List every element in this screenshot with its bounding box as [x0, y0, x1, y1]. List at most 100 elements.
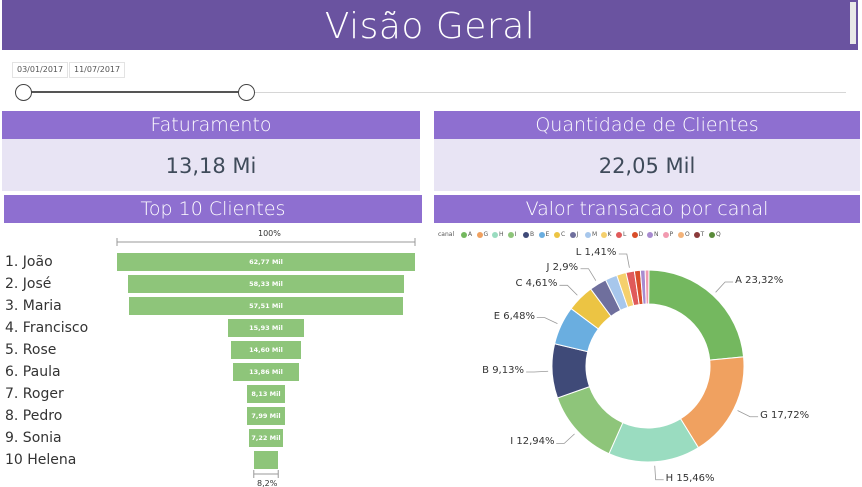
funnel-client-label: 3. Maria	[5, 298, 62, 314]
donut-slice-p[interactable]	[644, 269, 650, 305]
funnel-client-label: 2. José	[5, 276, 52, 292]
scrollbar-thumb[interactable]	[850, 2, 856, 44]
legend-item[interactable]: O	[678, 230, 690, 239]
legend-item[interactable]: B	[523, 230, 534, 239]
legend-color-dot	[662, 231, 669, 238]
funnel-bar[interactable]	[253, 451, 279, 469]
end-date-field[interactable]: 11/07/2017	[69, 62, 126, 78]
faturamento-value: 13,18 Mi	[2, 139, 420, 191]
funnel-client-label: 9. Sonia	[5, 430, 62, 446]
donut-leader-line	[618, 253, 630, 268]
donut-leader-line	[559, 284, 578, 296]
legend-item[interactable]: I	[507, 230, 516, 239]
donut-label-i: I 12,94%	[510, 436, 555, 448]
legend-color-dot	[631, 231, 638, 238]
donut-leader-line	[556, 433, 575, 444]
date-slider-start-handle[interactable]	[15, 84, 32, 101]
donut-leader-line	[536, 317, 558, 324]
legend-color-dot	[600, 231, 607, 238]
donut-label-a: A 23,32%	[735, 275, 784, 287]
legend-label: K	[607, 231, 612, 238]
faturamento-header: Faturamento	[2, 111, 420, 139]
legend-color-dot	[616, 231, 622, 238]
legend-label: B	[530, 231, 535, 238]
funnel-client-label: 8. Pedro	[5, 408, 63, 424]
start-date-field[interactable]: 03/01/2017	[12, 62, 69, 78]
donut-slice-a[interactable]	[648, 269, 745, 361]
donut-leader-line	[737, 410, 759, 418]
legend-item[interactable]: M	[585, 230, 597, 239]
date-slider-range	[24, 91, 246, 93]
funnel-bar[interactable]: 62,77 Mil	[117, 253, 415, 271]
legend-color-dot	[523, 231, 529, 238]
date-slider-track[interactable]	[20, 92, 846, 93]
legend-label: G	[483, 231, 489, 238]
funnel-bar[interactable]: 57,51 Mil	[129, 297, 403, 315]
legend-label: E	[545, 231, 550, 238]
funnel-bar[interactable]: 14,60 Mil	[231, 341, 301, 359]
funnel-bar[interactable]: 13,86 Mil	[233, 363, 299, 381]
legend-color-dot	[693, 231, 700, 238]
legend-item[interactable]: J	[569, 230, 579, 239]
funnel-bar[interactable]: 7,22 Mil	[248, 429, 284, 447]
donut-label-h: H 15,46%	[665, 472, 715, 484]
legend-item[interactable]: N	[647, 230, 659, 239]
legend-color-dot	[678, 231, 684, 238]
clientes-header: Quantidade de Clientes	[434, 111, 860, 139]
funnel-top-percent: 100%	[258, 229, 281, 238]
donut-slice-i[interactable]	[556, 386, 624, 455]
legend-item[interactable]: P	[662, 230, 674, 239]
title-bar: Visão Geral	[2, 0, 858, 50]
legend-item[interactable]: T	[693, 230, 705, 239]
legend-item[interactable]: G	[476, 230, 489, 239]
donut-leader-line	[654, 465, 664, 481]
page-title: Visão Geral	[324, 6, 536, 47]
funnel-bar[interactable]: 58,33 Mil	[127, 275, 405, 293]
donut-leader-line	[715, 281, 734, 293]
legend-item[interactable]: A	[461, 230, 472, 239]
funnel-client-label: 7. Roger	[5, 386, 64, 402]
clientes-value: 22,05 Mil	[434, 139, 860, 191]
donut-slice-h[interactable]	[608, 418, 700, 463]
legend-item[interactable]: H	[492, 230, 504, 239]
funnel-bottom-percent: 8,2%	[257, 479, 278, 487]
legend-label: D	[638, 231, 644, 238]
legend-label: N	[654, 231, 659, 238]
legend-color-dot	[709, 231, 715, 238]
legend-color-dot	[569, 231, 576, 238]
legend-color-dot	[538, 231, 545, 238]
legend-item[interactable]: K	[600, 230, 612, 239]
legend-label: A	[468, 231, 473, 238]
date-slider-end-handle[interactable]	[238, 84, 255, 101]
funnel-client-label: 1. João	[5, 254, 53, 270]
legend-label: O	[685, 231, 690, 238]
legend-label: M	[592, 231, 598, 238]
legend-item[interactable]: Q	[709, 230, 721, 239]
funnel-bar[interactable]: 15,93 Mil	[228, 319, 304, 337]
legend-label: Q	[716, 231, 721, 238]
legend-item[interactable]: E	[538, 230, 550, 239]
funnel-bar[interactable]: 8,13 Mil	[246, 385, 286, 403]
legend-color-dot	[492, 231, 498, 238]
legend-label: H	[499, 231, 504, 238]
legend-item[interactable]: D	[631, 230, 644, 239]
legend-item[interactable]: L	[616, 230, 626, 239]
legend-color-dot	[554, 231, 560, 238]
legend-item[interactable]: C	[554, 230, 565, 239]
donut-label-g: G 17,72%	[760, 409, 810, 421]
funnel-client-label: 4. Francisco	[5, 320, 89, 336]
funnel-client-label: 10 Helena	[5, 452, 77, 468]
donut-label-l: L 1,41%	[575, 246, 617, 258]
legend-label: T	[700, 231, 705, 238]
legend-label: P	[669, 231, 674, 238]
donut-label-j: J 2,9%	[546, 261, 579, 273]
funnel-bar[interactable]: 7,99 Mil	[247, 407, 285, 425]
legend-color-dot	[461, 231, 467, 238]
legend-label: L	[623, 231, 627, 238]
legend-label: J	[576, 231, 579, 238]
legend-color-dot	[585, 231, 591, 238]
top10-header: Top 10 Clientes	[4, 195, 422, 223]
donut-leader-line	[580, 268, 597, 281]
donut-label-c: C 4,61%	[515, 278, 558, 290]
